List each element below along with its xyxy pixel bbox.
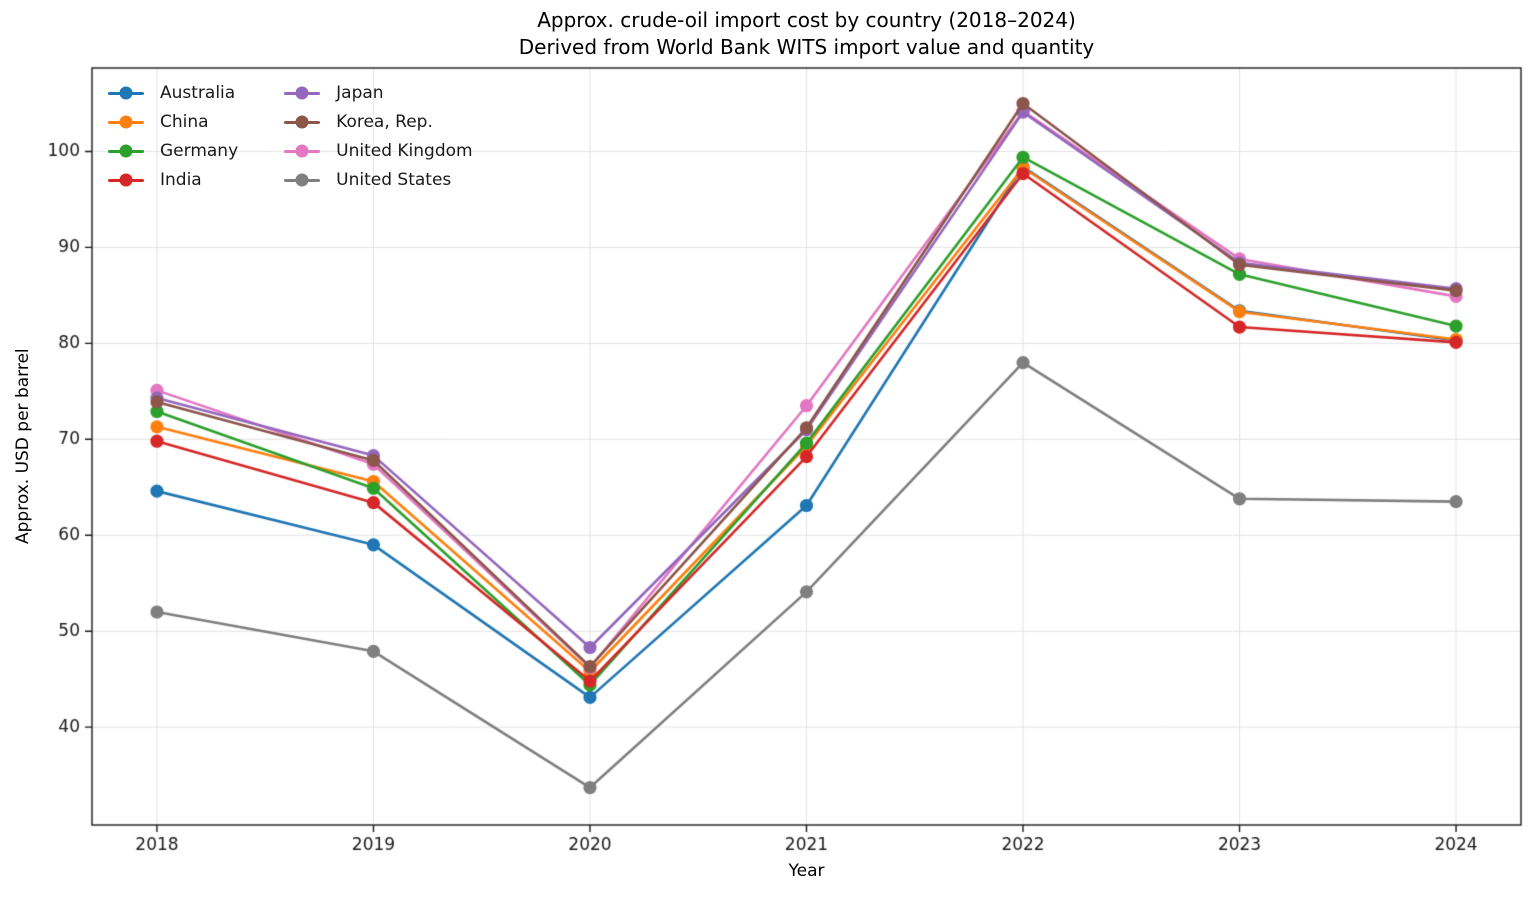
- legend-line-marker-icon: [108, 144, 144, 158]
- chart-title: Approx. crude-oil import cost by country…: [77, 7, 1536, 61]
- legend-label: China: [160, 112, 209, 132]
- legend-label: United Kingdom: [336, 141, 473, 161]
- chart-title-line2: Derived from World Bank WITS import valu…: [518, 35, 1095, 59]
- legend-item-china: China: [108, 111, 238, 133]
- legend-line-marker-icon: [284, 144, 321, 158]
- legend-label: Germany: [160, 141, 239, 161]
- legend-label: Korea, Rep.: [336, 112, 433, 132]
- legend-item-india: India: [108, 169, 238, 191]
- legend-item-germany: Germany: [108, 140, 238, 162]
- legend-line-marker-icon: [108, 173, 144, 187]
- legend-item-united-states: United States: [284, 169, 472, 191]
- legend-line-marker-icon: [284, 173, 321, 187]
- legend-label: Japan: [336, 83, 384, 103]
- legend-line-marker-icon: [108, 86, 144, 100]
- legend-line-marker-icon: [284, 115, 321, 129]
- chart-title-line1: Approx. crude-oil import cost by country…: [537, 8, 1076, 32]
- legend-label: Australia: [160, 83, 236, 103]
- legend-item-japan: Japan: [284, 82, 472, 104]
- x-axis-label: Year: [788, 861, 825, 881]
- legend-item-united-kingdom: United Kingdom: [284, 140, 473, 162]
- legend-column: Japan Korea, Rep. United Kingdom United Sta…: [284, 82, 473, 191]
- legend-label: United States: [336, 170, 452, 190]
- legend: Australia China Germany India Japan Korea, Re…: [108, 82, 473, 191]
- legend-line-marker-icon: [284, 86, 321, 100]
- y-axis-label: Approx. USD per barrel: [13, 348, 33, 545]
- legend-label: India: [160, 170, 202, 190]
- legend-item-australia: Australia: [108, 82, 238, 104]
- legend-column: Australia China Germany India: [108, 82, 238, 191]
- legend-item-korea-rep: Korea, Rep.: [284, 111, 472, 133]
- legend-line-marker-icon: [108, 115, 144, 129]
